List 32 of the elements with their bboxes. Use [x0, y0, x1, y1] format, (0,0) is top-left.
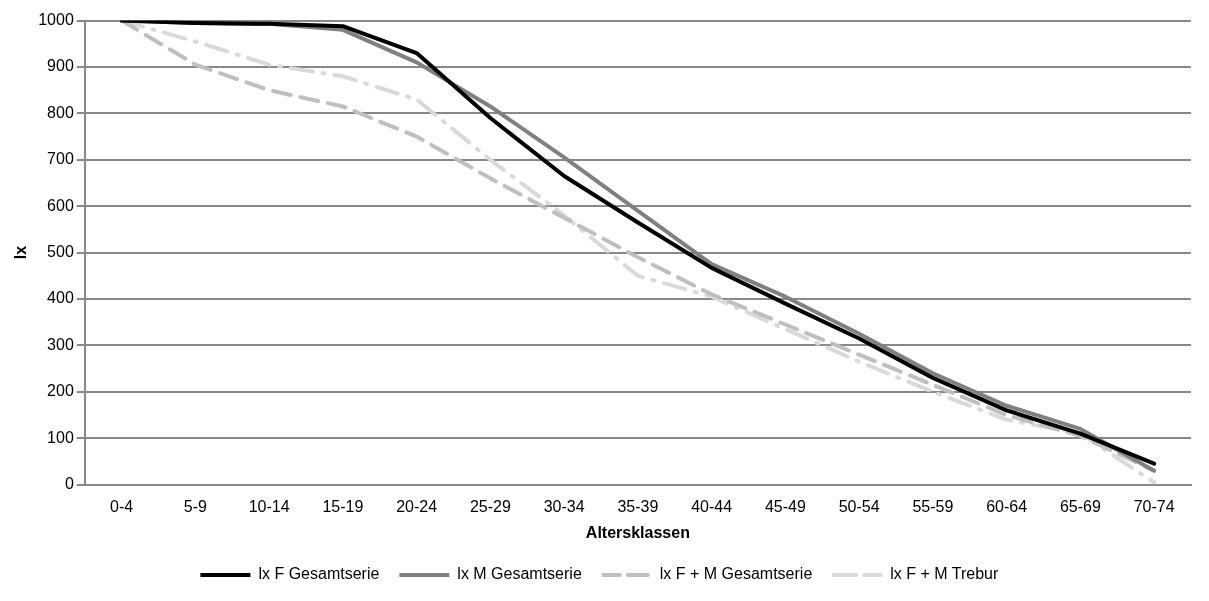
x-axis-title: Altersklassen — [585, 523, 690, 541]
y-tick-label: 700 — [47, 150, 74, 168]
x-tick-label: 0-4 — [110, 497, 134, 515]
y-tick-label: 100 — [47, 428, 74, 446]
x-tick-label: 40-44 — [691, 497, 733, 515]
x-tick-label: 65-69 — [1059, 497, 1101, 515]
legend-label: lx F Gesamtserie — [258, 565, 380, 583]
y-tick-label: 500 — [47, 243, 74, 261]
y-tick-label: 900 — [47, 57, 74, 75]
legend-label: lx M Gesamtserie — [457, 565, 582, 583]
x-tick-label: 60-64 — [986, 497, 1028, 515]
x-tick-label: 20-24 — [396, 497, 438, 515]
legend-label: lx F + M Trebur — [890, 565, 999, 583]
x-tick-label: 5-9 — [183, 497, 208, 515]
x-tick-label: 45-49 — [764, 497, 806, 515]
y-tick-label: 600 — [47, 196, 74, 214]
y-tick-label: 800 — [47, 103, 74, 121]
x-tick-label: 25-29 — [469, 497, 511, 515]
y-tick-label: 400 — [47, 289, 74, 307]
y-axis-title: lx — [12, 245, 30, 260]
x-tick-label: 50-54 — [838, 497, 880, 515]
x-tick-label: 30-34 — [543, 497, 585, 515]
x-tick-label: 10-14 — [248, 497, 290, 515]
y-tick-label: 300 — [47, 335, 74, 353]
x-tick-label: 15-19 — [322, 497, 364, 515]
x-tick-label: 55-59 — [912, 497, 954, 515]
x-tick-label: 35-39 — [617, 497, 659, 515]
legend-label: lx F + M Gesamtserie — [659, 565, 813, 583]
y-tick-label: 200 — [47, 382, 74, 400]
y-tick-label: 0 — [64, 475, 74, 493]
x-tick-label: 70-74 — [1133, 497, 1175, 515]
y-tick-label: 1000 — [38, 11, 74, 29]
